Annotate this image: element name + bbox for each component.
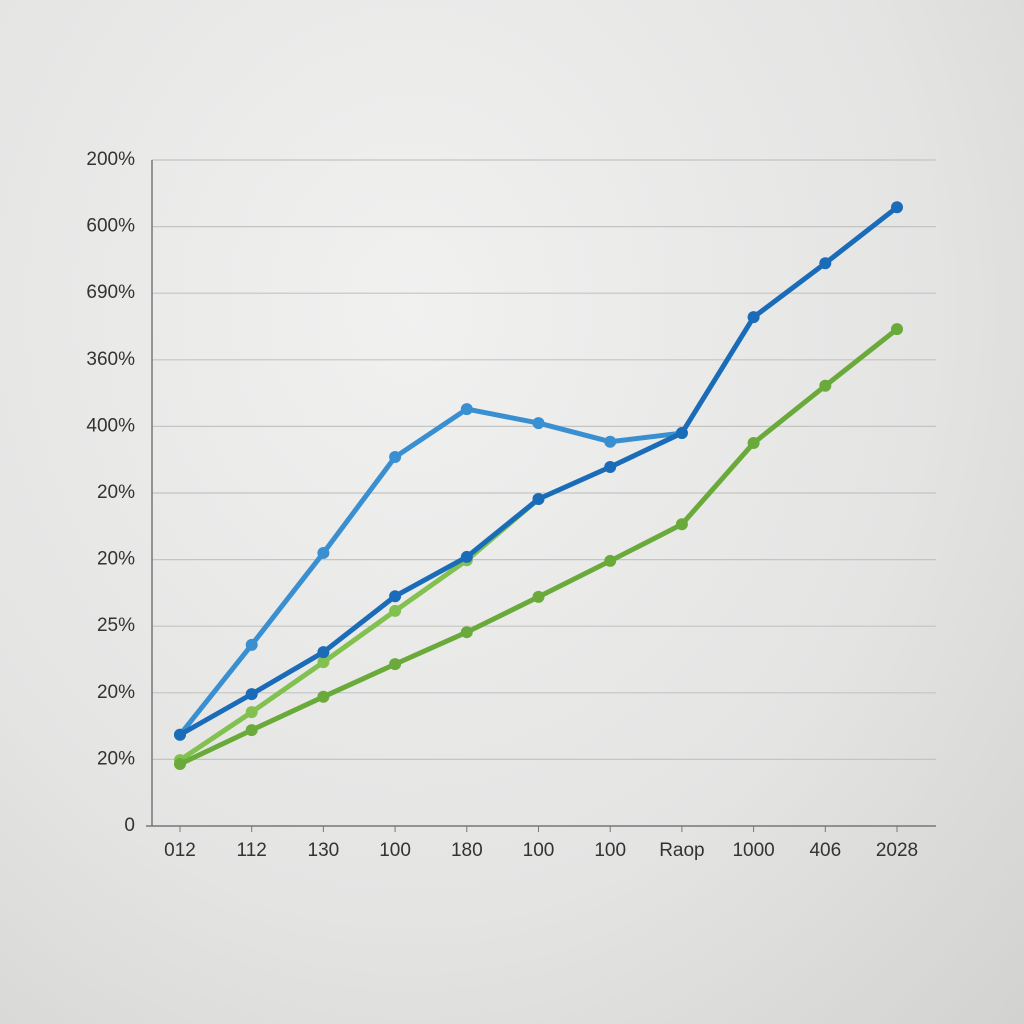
point bbox=[460, 550, 473, 563]
y-tick-label: 200% bbox=[86, 149, 135, 170]
y-tick-label: 400% bbox=[86, 415, 135, 436]
point bbox=[389, 590, 402, 603]
point bbox=[532, 417, 545, 430]
point bbox=[891, 323, 903, 336]
y-tick-label: 600% bbox=[86, 216, 135, 237]
point bbox=[675, 518, 688, 531]
y-tick-label: 20% bbox=[97, 549, 135, 570]
point bbox=[747, 437, 760, 450]
x-tick-label: 1000 bbox=[732, 840, 774, 861]
point bbox=[747, 311, 760, 324]
point bbox=[317, 546, 330, 559]
point bbox=[460, 403, 473, 416]
x-tick-label: 2028 bbox=[876, 840, 918, 861]
point bbox=[604, 461, 617, 474]
y-tick-label: 360% bbox=[86, 349, 135, 370]
y-tick-label: 25% bbox=[97, 615, 135, 636]
point bbox=[245, 724, 258, 737]
series-line bbox=[177, 204, 900, 738]
point bbox=[532, 492, 545, 505]
point bbox=[460, 626, 473, 639]
x-tick-label: Raop bbox=[659, 840, 704, 861]
y-tick-label: 690% bbox=[86, 282, 135, 303]
series-line bbox=[177, 326, 900, 767]
x-tick-label: 100 bbox=[523, 840, 555, 861]
point bbox=[891, 201, 903, 214]
point bbox=[604, 435, 617, 448]
x-tick-label: 012 bbox=[164, 840, 196, 861]
y-tick-label: 20% bbox=[97, 682, 135, 703]
series-line bbox=[177, 496, 541, 763]
x-tick-label: 406 bbox=[809, 840, 841, 861]
point bbox=[317, 690, 330, 703]
point bbox=[245, 638, 258, 651]
point bbox=[675, 427, 688, 440]
y-tick-label: 20% bbox=[97, 748, 135, 769]
x-tick-label: 112 bbox=[237, 840, 267, 861]
point bbox=[317, 656, 330, 669]
point bbox=[389, 658, 402, 671]
point bbox=[389, 604, 402, 617]
x-tick-label: 100 bbox=[379, 840, 411, 861]
point bbox=[245, 688, 258, 701]
point bbox=[604, 554, 617, 567]
point bbox=[317, 646, 330, 659]
x-tick-label: 180 bbox=[451, 840, 483, 861]
point bbox=[174, 728, 186, 741]
point bbox=[819, 257, 832, 270]
point bbox=[532, 590, 545, 603]
y-tick-label: 0 bbox=[124, 815, 135, 836]
point bbox=[245, 706, 258, 719]
point bbox=[389, 451, 402, 464]
point bbox=[819, 379, 832, 392]
x-tick-label: 100 bbox=[594, 840, 626, 861]
x-tick-label: 130 bbox=[308, 840, 340, 861]
series-line bbox=[177, 406, 685, 738]
point bbox=[174, 758, 186, 771]
y-tick-label: 20% bbox=[97, 482, 135, 503]
